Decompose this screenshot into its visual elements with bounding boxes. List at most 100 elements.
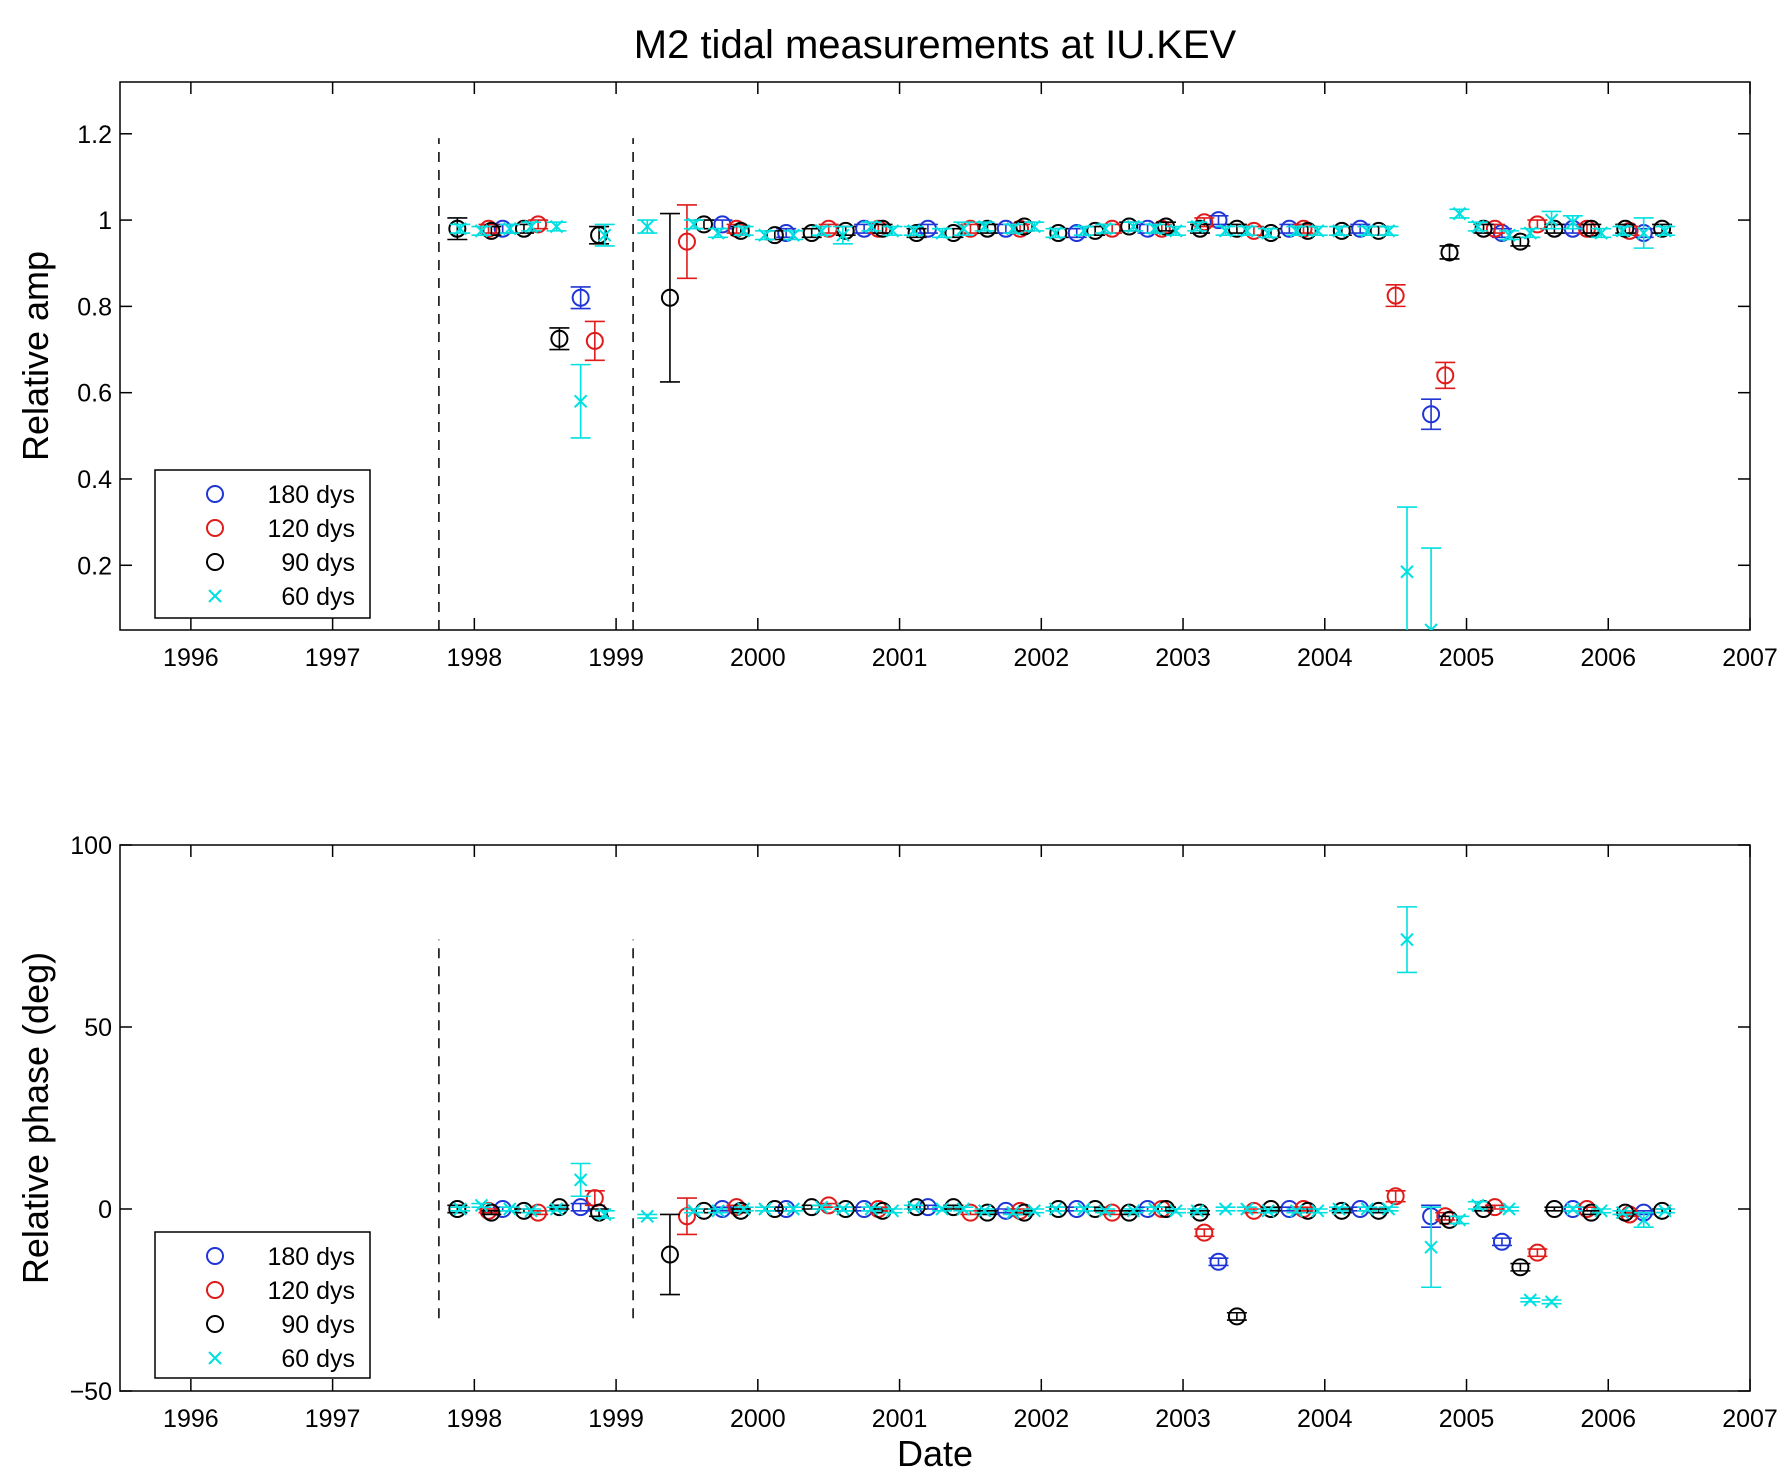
marker-stroke [935, 226, 949, 240]
data-point [1240, 224, 1254, 238]
data-point [1360, 1202, 1375, 1216]
data-point [549, 219, 564, 234]
error-bar [1439, 245, 1460, 260]
marker-stroke [1190, 219, 1204, 234]
marker-stroke [1240, 224, 1254, 238]
data-point [590, 226, 609, 245]
data-point [1289, 1204, 1304, 1218]
marker-stroke [549, 1202, 564, 1216]
data-point [677, 232, 696, 251]
data-point [1261, 226, 1275, 240]
data-point [907, 1198, 926, 1217]
data-point [640, 219, 654, 234]
data-point [1240, 1202, 1254, 1216]
data-point [836, 1200, 855, 1218]
figure-title: M2 tidal measurements at IU.KEV [634, 23, 1237, 67]
data-point [1381, 1202, 1396, 1216]
data-point [1077, 224, 1091, 238]
data-point [503, 222, 517, 236]
data-point [1048, 226, 1063, 240]
marker-stroke [1615, 1205, 1630, 1220]
marker-stroke [1332, 1202, 1346, 1216]
data-point [1544, 1295, 1559, 1309]
error-bar [1421, 398, 1442, 431]
data-point [1523, 1293, 1538, 1307]
x-tick-label: 2000 [730, 644, 786, 672]
marker-stroke [524, 1204, 538, 1218]
x-axis-title: Date [897, 1433, 973, 1474]
legend-marker [208, 589, 222, 603]
marker-stroke [1077, 224, 1091, 238]
x-tick-label: 2006 [1580, 1405, 1636, 1433]
marker-stroke [1594, 226, 1608, 240]
marker-stroke [503, 222, 517, 236]
data-point [1049, 1200, 1068, 1218]
y-axis-title: Relative phase (deg) [15, 952, 56, 1284]
data-point [1502, 228, 1516, 242]
data-point [711, 226, 725, 240]
marker-stroke [1261, 1204, 1275, 1218]
marker-stroke [1126, 219, 1141, 234]
marker-stroke [1169, 1204, 1183, 1218]
data-point [935, 1202, 949, 1216]
marker-stroke [640, 219, 654, 234]
marker-stroke [935, 1202, 949, 1216]
marker-stroke [1424, 1240, 1438, 1254]
marker-stroke [1544, 1295, 1559, 1309]
legend-label: 120 dys [267, 515, 355, 543]
marker-stroke [1400, 565, 1414, 579]
data-point [640, 1209, 654, 1223]
data-layer [447, 906, 1675, 1326]
data-point [1077, 1202, 1091, 1216]
x-tick-label: 1997 [305, 644, 361, 672]
data-point [474, 1198, 489, 1213]
marker-stroke [1332, 224, 1346, 238]
data-point [736, 1202, 751, 1216]
data-point [731, 221, 750, 240]
marker-stroke [573, 1173, 588, 1187]
data-point [1332, 221, 1351, 240]
marker-stroke [453, 1202, 467, 1216]
data-point [660, 1245, 679, 1264]
data-point [1169, 1204, 1183, 1218]
data-point [786, 1202, 800, 1216]
data-point [1006, 1205, 1020, 1220]
data-point [978, 219, 997, 238]
marker-stroke [977, 219, 992, 234]
data-point [1563, 1200, 1582, 1218]
data-point [1209, 211, 1228, 230]
marker-stroke [1218, 1202, 1233, 1216]
marker-stroke [1360, 224, 1375, 238]
data-point [1452, 206, 1467, 221]
data-point [1658, 1204, 1672, 1218]
data-point [524, 1204, 538, 1218]
x-tick-label: 2006 [1580, 644, 1636, 672]
y-tick-label: 0.8 [77, 293, 112, 321]
data-point [1653, 1201, 1672, 1220]
data-point [1006, 222, 1020, 236]
legend-label: 180 dys [267, 481, 355, 509]
legend: 180 dys 120 dys 90 dys 60 dys [154, 1231, 371, 1379]
data-point [694, 1201, 713, 1220]
data-point [1298, 1201, 1317, 1220]
legend-label: 120 dys [267, 1277, 355, 1305]
marker-stroke [836, 1202, 850, 1216]
x-tick-label: 2005 [1439, 1405, 1495, 1433]
marker-stroke [1289, 224, 1304, 238]
data-point [1261, 1204, 1275, 1218]
error-bar [481, 1210, 502, 1216]
legend-label: 60 dys [281, 1345, 355, 1373]
data-point [977, 219, 992, 234]
data-point [1594, 226, 1608, 240]
marker-stroke [956, 1202, 971, 1216]
marker-stroke [1077, 1202, 1091, 1216]
data-point [1381, 224, 1396, 238]
x-tick-label: 1999 [588, 644, 644, 672]
data-point [1636, 226, 1651, 240]
marker-stroke [885, 1204, 900, 1218]
marker-stroke [1147, 222, 1162, 236]
data-point [1227, 1307, 1246, 1326]
data-point [524, 219, 538, 234]
data-point [1386, 286, 1405, 305]
x-tick-label: 2007 [1722, 1405, 1778, 1433]
